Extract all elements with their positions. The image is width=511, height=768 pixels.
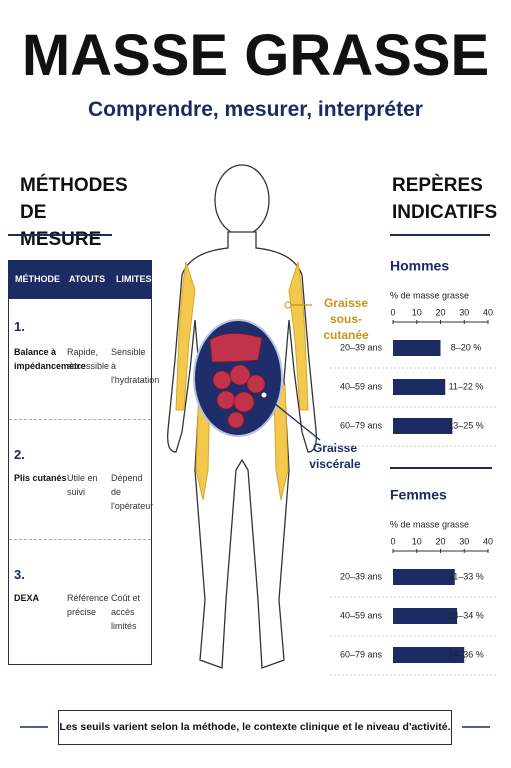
bar [393,608,458,624]
range-label: 8–20 % [451,342,482,352]
chart-hommes: Hommes % de masse grasse 0 10 20 30 40 20–39 an… [330,258,498,447]
methods-table: MÉTHODE ATOUTS LIMITES 1. Balance à impé… [8,260,160,665]
column-header: ATOUTS [69,274,106,284]
row-separator [9,419,151,420]
x-tick-label: 30 [459,307,469,317]
visceral-label: Graisse viscérale [309,441,361,471]
method-name: Plis cutanés [14,473,67,483]
range-label: 21–33 % [448,571,484,581]
bar [393,569,455,585]
row-separator [9,539,151,540]
method-number: 1. [14,319,25,334]
x-tick-label: 30 [459,536,469,546]
category-label: 60–79 ans [340,649,383,659]
method-number: 3. [14,567,25,582]
chart-title: Hommes [390,258,449,274]
range-label: 13–25 % [448,420,484,430]
method-number: 2. [14,447,25,462]
x-tick-label: 40 [483,307,493,317]
advantages: Rapide, accessible [67,347,110,371]
category-label: 40–59 ans [340,381,383,391]
organs [209,333,266,429]
head [214,164,270,236]
subcutaneous-label: Graisse sous-cutanée [323,296,369,342]
x-tick-label: 0 [390,536,395,546]
range-label: 23–34 % [448,610,484,620]
heading-rule [390,234,490,236]
subcutaneous-fat [175,261,309,501]
chart-femmes: Femmes % de masse grasse 0 10 20 30 40 20–39 an… [330,487,498,676]
callout-dot [260,391,268,399]
category-label: 20–39 ans [340,342,383,352]
table-header: MÉTHODE ATOUTS LIMITES [9,261,152,299]
callout-dot [284,301,292,309]
axis-label: % de masse grasse [390,519,469,529]
title: MASSE GRASSE [21,23,490,88]
methods-heading: MÉTHODES DE MESURE [20,175,128,250]
column-header: MÉTHODE [15,274,60,284]
subtitle: Comprendre, mesurer, interpréter [88,98,423,121]
category-label: 60–79 ans [340,420,383,430]
x-tick-label: 10 [412,307,422,317]
range-label: 11–22 % [449,381,484,391]
chart-rule [390,467,492,469]
advantages: Référence précise [67,593,109,617]
bar [393,647,465,663]
bar [393,340,441,356]
bar [393,379,446,395]
range-label: 24–36 % [448,649,484,659]
method-name: Balance à impédancemètre [14,347,86,371]
axis-label: % de masse grasse [390,290,469,300]
callout-line [263,394,321,441]
footer-note: Les seuils varient selon la méthode, le … [58,710,452,745]
category-label: 20–39 ans [340,571,383,581]
chart-title: Femmes [390,487,447,503]
x-tick-label: 0 [390,307,395,317]
x-tick-label: 10 [412,536,422,546]
advantages: Utile en suivi [67,473,98,497]
category-label: 40–59 ans [340,610,383,620]
limits: Coût et accès limités [111,593,141,631]
x-tick-label: 40 [483,536,493,546]
x-tick-label: 20 [435,536,445,546]
x-tick-label: 20 [435,307,445,317]
bar [393,418,453,434]
benchmarks-heading: REPÈRES INDICATIFS [392,175,498,223]
heading-rule [8,234,112,236]
limits: Dépend de l'opérateur [111,473,154,511]
method-name: DEXA [14,593,40,603]
column-header: LIMITES [116,274,152,284]
limits: Sensible à l'hydratation [111,347,160,385]
